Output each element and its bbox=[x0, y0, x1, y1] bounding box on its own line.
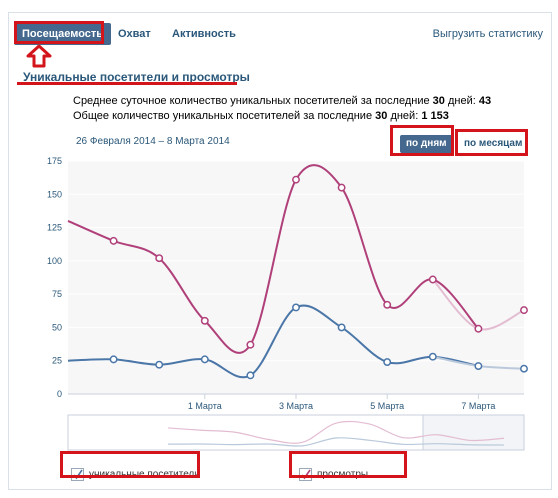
series-line-1 bbox=[67, 164, 480, 354]
legend-views-label: просмотры bbox=[317, 469, 369, 480]
annotation-box-views-legend bbox=[289, 451, 407, 478]
tab-bar: Посещаемость Охват Активность Выгрузить … bbox=[9, 23, 551, 45]
summary-line-daily: Среднее суточное количество уникальных п… bbox=[73, 95, 491, 107]
by-days-button[interactable]: по дням bbox=[400, 135, 453, 153]
annotation-box-by-months bbox=[455, 129, 528, 156]
section-title: Уникальные посетители и просмотры bbox=[23, 70, 250, 84]
data-point bbox=[337, 183, 346, 192]
y-tick-label: 25 bbox=[52, 356, 62, 366]
y-tick-label: 150 bbox=[47, 189, 62, 199]
navigator-line-1 bbox=[167, 420, 505, 444]
plot-area bbox=[68, 161, 524, 394]
data-point bbox=[109, 236, 118, 245]
data-point bbox=[292, 303, 300, 312]
y-tick-label: 75 bbox=[52, 289, 62, 299]
data-point bbox=[520, 306, 528, 315]
tab-activity[interactable]: Активность bbox=[172, 28, 236, 40]
data-point bbox=[428, 275, 437, 284]
data-point bbox=[383, 300, 392, 309]
data-point bbox=[383, 358, 392, 366]
tab-reach[interactable]: Охват bbox=[118, 28, 151, 40]
y-tick-label: 0 bbox=[57, 389, 62, 399]
visits-line-chart: 0 25 50 75 100 125 150 175 1 Марта 3 Марта 5 Марта… bbox=[47, 156, 528, 451]
annotation-underline-title bbox=[17, 82, 237, 85]
by-months-button[interactable]: по месяцам bbox=[458, 135, 529, 153]
data-point bbox=[520, 364, 528, 373]
x-tick-label: 7 Марта bbox=[461, 401, 495, 411]
summary-total-value: 1 153 bbox=[421, 110, 449, 122]
tab-attendance[interactable]: Посещаемость bbox=[14, 23, 112, 45]
summary-total-suffix: дней: bbox=[390, 110, 419, 122]
data-point bbox=[246, 371, 255, 380]
data-point bbox=[200, 316, 209, 325]
up-arrow-icon bbox=[26, 44, 52, 68]
data-point bbox=[428, 352, 437, 361]
date-range: 26 Февраля 2014 – 8 Марта 2014 bbox=[76, 136, 230, 147]
summary-daily-suffix: дней: bbox=[447, 95, 476, 107]
legend-visitors-label: уникальные посетители bbox=[89, 469, 200, 480]
summary-daily-value: 43 bbox=[478, 95, 492, 107]
data-point bbox=[155, 360, 164, 369]
x-tick-label: 5 Марта bbox=[370, 401, 404, 411]
y-tick-label: 50 bbox=[52, 322, 62, 332]
statistics-panel: Посещаемость Охват Активность Выгрузить … bbox=[8, 12, 552, 490]
data-point bbox=[474, 362, 483, 370]
y-tick-label: 175 bbox=[47, 156, 62, 166]
summary-daily-text: Среднее суточное количество уникальных п… bbox=[73, 95, 430, 107]
annotation-box-tab bbox=[14, 21, 104, 44]
y-tick-label: 125 bbox=[47, 223, 62, 233]
summary-total-days: 30 bbox=[375, 110, 388, 122]
data-point bbox=[155, 254, 164, 263]
data-point bbox=[292, 175, 300, 184]
summary-line-total: Общее количество уникальных посетителей … bbox=[73, 110, 449, 122]
annotation-box-by-days bbox=[390, 125, 454, 156]
data-point bbox=[200, 355, 209, 364]
data-point bbox=[337, 323, 346, 332]
x-tick-label: 3 Марта bbox=[279, 401, 313, 411]
summary-total-text: Общее количество уникальных посетителей … bbox=[73, 110, 373, 122]
x-tick-label: 1 Марта bbox=[188, 401, 222, 411]
summary-daily-days: 30 bbox=[432, 95, 445, 107]
annotation-box-visitors-legend bbox=[60, 451, 200, 478]
export-statistics-link[interactable]: Выгрузить статистику bbox=[432, 28, 543, 40]
navigator-line-0 bbox=[167, 437, 505, 447]
data-point bbox=[246, 340, 255, 349]
data-point bbox=[109, 355, 118, 364]
y-tick-label: 100 bbox=[47, 256, 62, 266]
data-point bbox=[474, 324, 483, 333]
series-line-0 bbox=[67, 304, 479, 379]
